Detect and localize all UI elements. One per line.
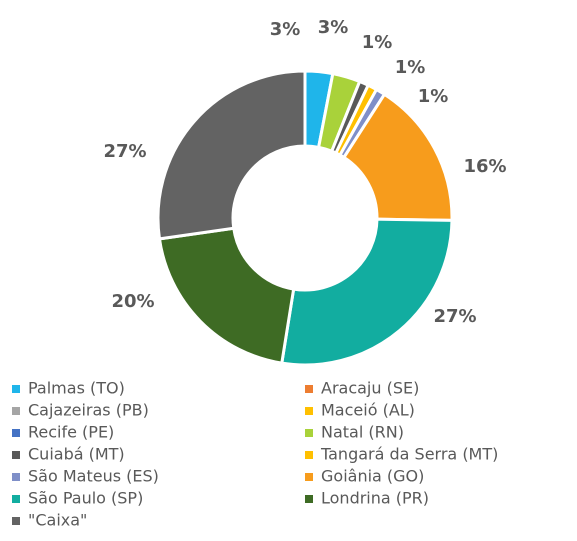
legend-swatch xyxy=(305,385,313,393)
legend-swatch xyxy=(12,473,20,481)
legend-swatch xyxy=(305,429,313,437)
legend-swatch xyxy=(12,517,20,525)
legend-label: Cuiabá (MT) xyxy=(28,445,125,464)
legend-swatch xyxy=(12,429,20,437)
data-label: 3% xyxy=(318,17,349,38)
legend-swatch xyxy=(12,407,20,415)
data-label: 27% xyxy=(433,306,476,327)
legend-swatch xyxy=(12,495,20,503)
donut-slice xyxy=(156,69,307,241)
legend-label: Palmas (TO) xyxy=(28,379,125,398)
legend-label: Goiânia (GO) xyxy=(321,467,424,486)
data-label: 1% xyxy=(418,86,449,107)
data-label: 3% xyxy=(270,19,301,40)
data-label: 1% xyxy=(362,32,393,53)
legend-swatch xyxy=(12,451,20,459)
legend-label: Recife (PE) xyxy=(28,423,114,442)
data-label: 16% xyxy=(463,156,506,177)
donut-slice xyxy=(280,217,454,367)
legend-label: Maceió (AL) xyxy=(321,401,415,420)
data-label: 27% xyxy=(103,141,146,162)
legend-label: Aracaju (SE) xyxy=(321,379,419,398)
legend-label: Cajazeiras (PB) xyxy=(28,401,149,420)
legend-swatch xyxy=(305,407,313,415)
legend-swatch xyxy=(305,473,313,481)
legend-label: "Caixa" xyxy=(28,511,87,530)
legend-label: Tangará da Serra (MT) xyxy=(320,445,498,464)
legend-label: Natal (RN) xyxy=(321,423,404,442)
legend-label: São Paulo (SP) xyxy=(28,489,143,508)
legend-label: Londrina (PR) xyxy=(321,489,429,508)
data-label: 1% xyxy=(395,57,426,78)
legend-swatch xyxy=(305,451,313,459)
legend-swatch xyxy=(12,385,20,393)
donut-slice xyxy=(157,226,296,365)
legend-swatch xyxy=(305,495,313,503)
legend-label: São Mateus (ES) xyxy=(28,467,159,486)
data-label: 20% xyxy=(111,291,154,312)
